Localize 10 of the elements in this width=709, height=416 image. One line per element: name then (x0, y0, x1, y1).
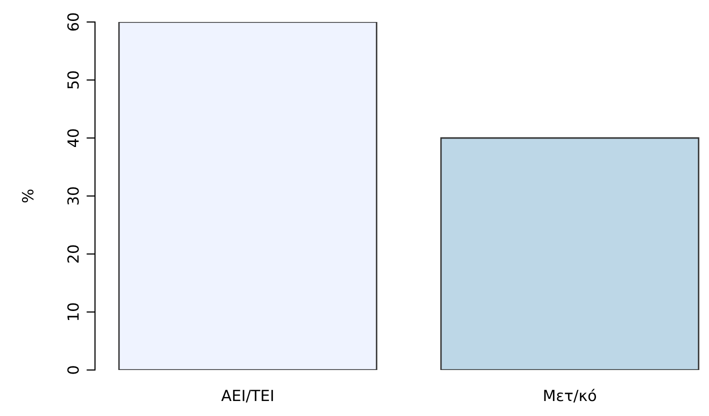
y-tick-label: 50 (67, 71, 79, 89)
y-tick-label: 10 (67, 303, 79, 320)
x-tick-label: Μετ/κό (544, 388, 596, 402)
y-axis-title: % (22, 190, 34, 202)
x-tick-label: ΑΕΙ/ΤΕΙ (221, 390, 273, 402)
y-tick-label: 30 (67, 187, 79, 205)
y-tick-label: 20 (67, 245, 79, 263)
y-tick-label: 60 (67, 13, 79, 31)
y-tick-label: 40 (67, 129, 79, 147)
y-tick-label: 0 (67, 366, 79, 374)
